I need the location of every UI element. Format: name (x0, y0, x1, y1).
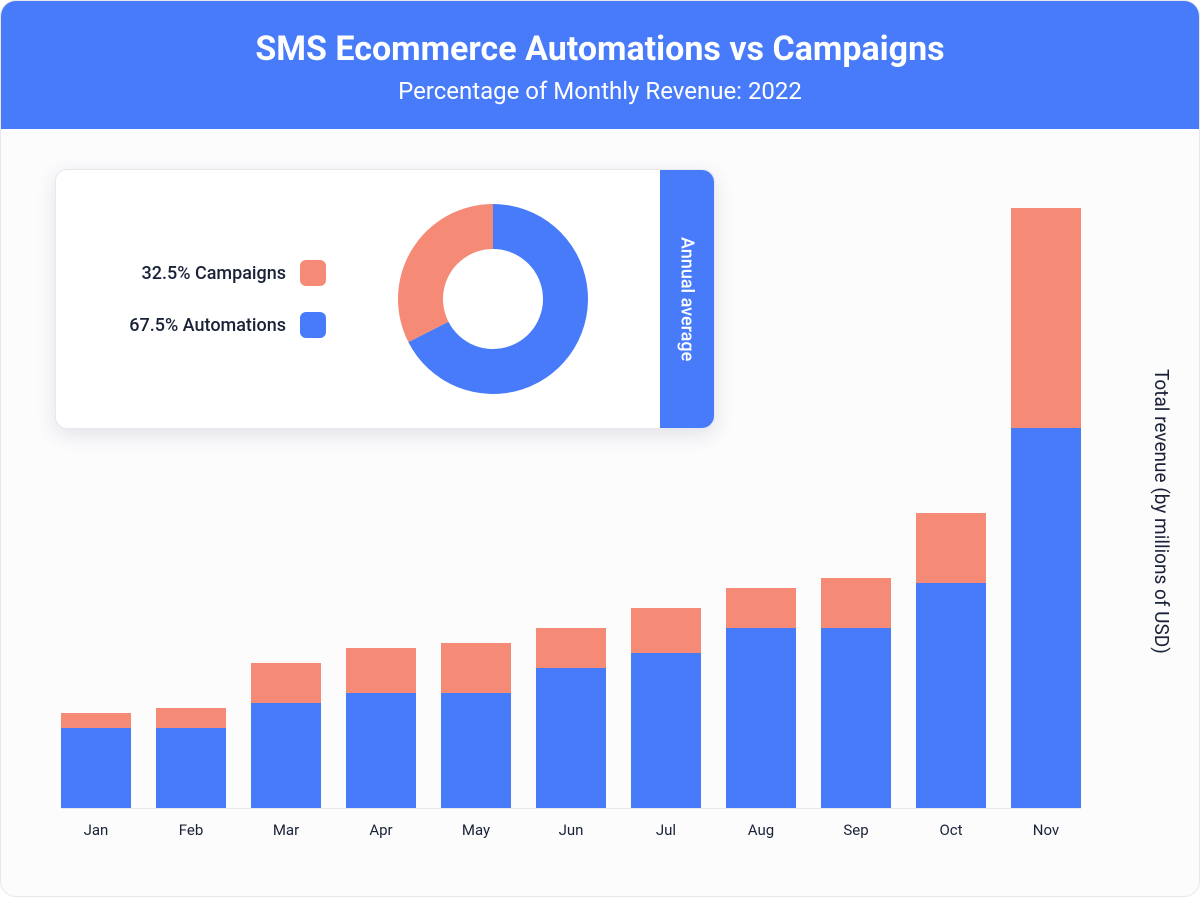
legend-text: 32.5% Campaigns 67.5% Automations (86, 260, 326, 338)
swatch-automations (300, 312, 326, 338)
bar-x-label: Sep (821, 821, 891, 839)
bar-x-label: Jun (536, 821, 606, 839)
bar-x-label: Oct (916, 821, 986, 839)
bar-automations (156, 728, 226, 808)
bar-automations (631, 653, 701, 808)
bar-group (61, 713, 131, 808)
bar-campaigns (441, 643, 511, 693)
legend-campaigns-label: 32.5% Campaigns (142, 263, 286, 284)
bar-automations (916, 583, 986, 808)
annual-average-label: Annual average (660, 170, 714, 428)
bar-group (346, 648, 416, 808)
bar-campaigns (631, 608, 701, 653)
bar-automations (1011, 428, 1081, 808)
bar-group (441, 643, 511, 808)
legend-card: 32.5% Campaigns 67.5% Automations Annual… (55, 169, 715, 429)
bar-campaigns (536, 628, 606, 668)
legend-automations-label: 67.5% Automations (129, 315, 286, 336)
donut-chart (383, 189, 603, 409)
bar-campaigns (61, 713, 131, 728)
chart-body: Jan Feb Mar Apr May Jun Jul Aug Sep Oct Nov Total … (1, 129, 1199, 869)
bar-x-label: Jul (631, 821, 701, 839)
bar-group (536, 628, 606, 808)
donut-wrap (326, 189, 660, 409)
chart-title: SMS Ecommerce Automations vs Campaigns (21, 29, 1179, 69)
bar-campaigns (1011, 208, 1081, 428)
bar-campaigns (251, 663, 321, 703)
bar-automations (821, 628, 891, 808)
swatch-campaigns (300, 260, 326, 286)
bar-automations (251, 703, 321, 808)
bar-x-label: Mar (251, 821, 321, 839)
legend-row-automations: 67.5% Automations (86, 312, 326, 338)
chart-header: SMS Ecommerce Automations vs Campaigns P… (1, 1, 1199, 129)
bar-automations (441, 693, 511, 808)
bar-x-label: Aug (726, 821, 796, 839)
chart-card: SMS Ecommerce Automations vs Campaigns P… (0, 0, 1200, 897)
chart-subtitle: Percentage of Monthly Revenue: 2022 (21, 77, 1179, 105)
bar-automations (61, 728, 131, 808)
bar-x-label: May (441, 821, 511, 839)
legend-row-campaigns: 32.5% Campaigns (86, 260, 326, 286)
bar-campaigns (821, 578, 891, 628)
bar-group (916, 513, 986, 808)
bar-automations (346, 693, 416, 808)
bar-group (821, 578, 891, 808)
bar-x-label: Apr (346, 821, 416, 839)
bar-automations (726, 628, 796, 808)
bar-group (156, 708, 226, 808)
bar-campaigns (346, 648, 416, 693)
y-axis-label: Total revenue (by millions of USD) (1150, 369, 1173, 654)
donut-slice-campaigns (398, 204, 493, 342)
bar-campaigns (916, 513, 986, 583)
bar-group (1011, 208, 1081, 808)
bar-x-label: Feb (156, 821, 226, 839)
bar-group (251, 663, 321, 808)
bar-automations (536, 668, 606, 808)
bar-campaigns (156, 708, 226, 728)
bar-x-labels: Jan Feb Mar Apr May Jun Jul Aug Sep Oct Nov (61, 821, 1081, 839)
bar-group (631, 608, 701, 808)
bar-x-label: Jan (61, 821, 131, 839)
bar-x-label: Nov (1011, 821, 1081, 839)
bar-group (726, 588, 796, 808)
bar-campaigns (726, 588, 796, 628)
